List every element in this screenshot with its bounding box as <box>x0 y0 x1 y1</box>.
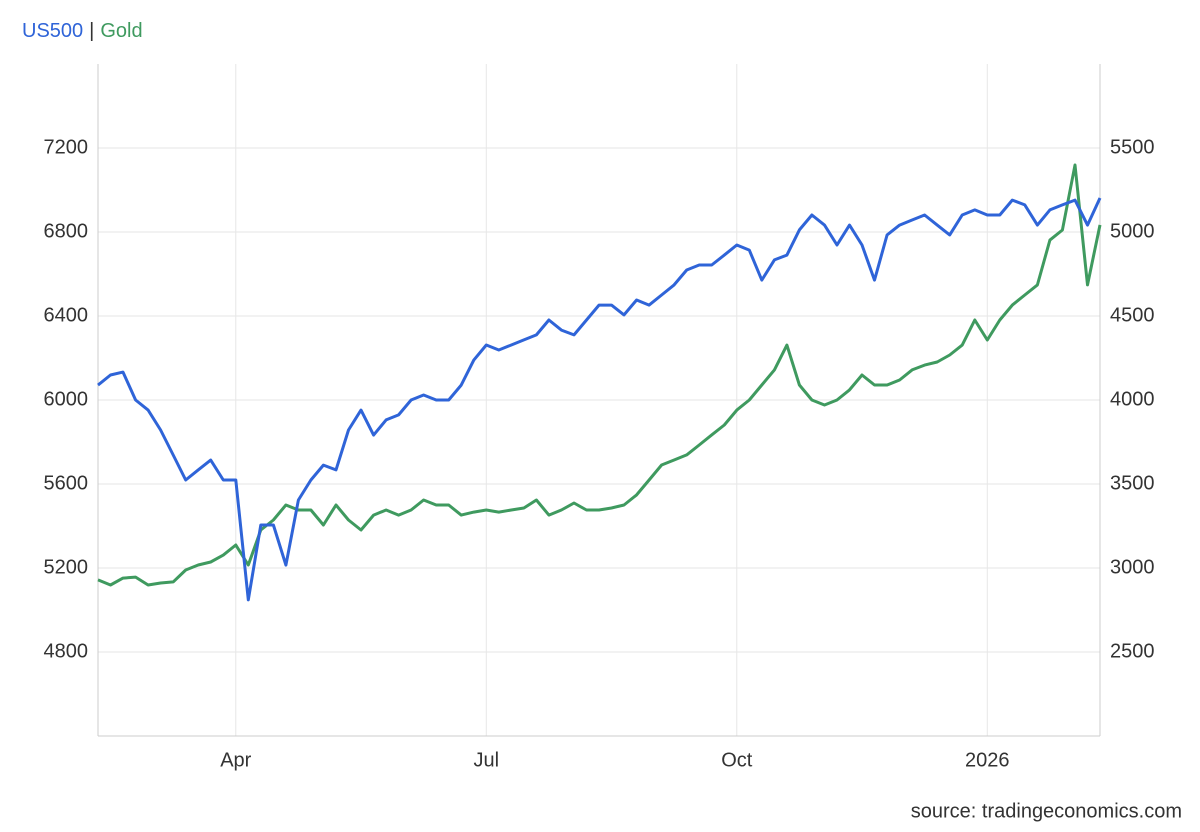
y2-tick-label: 2500 <box>1110 640 1155 662</box>
y-tick-label: 5600 <box>44 472 89 494</box>
x-tick-label: Apr <box>220 749 251 771</box>
legend: US500 | Gold <box>22 20 143 42</box>
y2-tick-label: 3500 <box>1110 472 1155 494</box>
y-tick-label: 6800 <box>44 220 89 242</box>
x-tick-label: Oct <box>721 749 753 771</box>
x-tick-label: Jul <box>473 749 499 771</box>
x-tick-label: 2026 <box>965 749 1010 771</box>
y-tick-label: 7200 <box>44 136 89 158</box>
line-series <box>97 197 1102 602</box>
y-tick-label: 6000 <box>44 388 89 410</box>
y2-tick-label: 5000 <box>1110 220 1155 242</box>
y-tick-label: 4800 <box>44 640 89 662</box>
legend-entry: Gold <box>100 20 142 42</box>
y-tick-label: 5200 <box>44 556 89 578</box>
y-tick-label: 6400 <box>44 304 89 326</box>
source: source: tradingeconomics.com <box>911 800 1182 822</box>
legend-entry: US500 <box>22 20 83 42</box>
line-series <box>97 163 1102 587</box>
y2-tick-label: 5500 <box>1110 136 1155 158</box>
legend-separator: | <box>89 20 94 42</box>
y2-tick-label: 4500 <box>1110 304 1155 326</box>
y2-tick-label: 4000 <box>1110 388 1155 410</box>
y2-tick-label: 3000 <box>1110 556 1155 578</box>
